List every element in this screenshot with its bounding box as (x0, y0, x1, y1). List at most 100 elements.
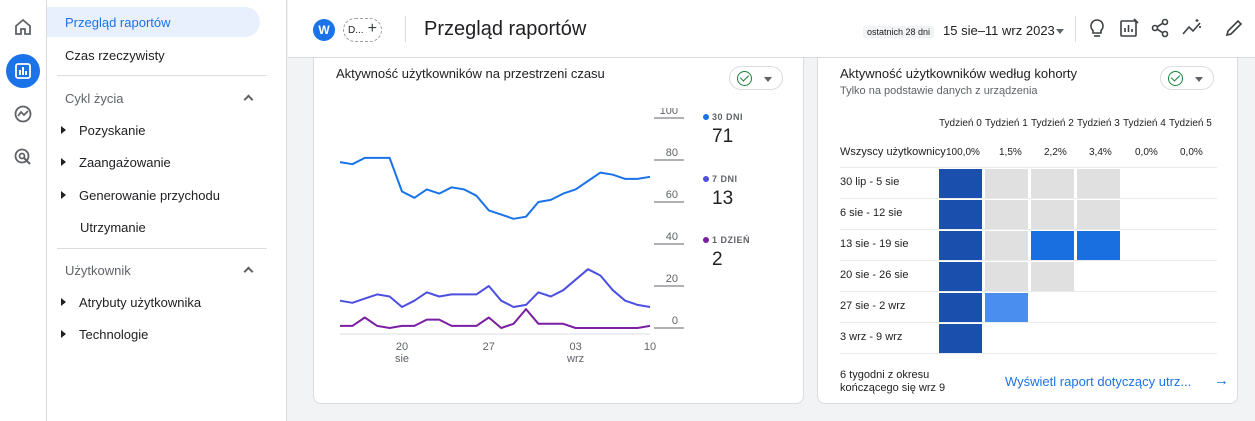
sidebar-item-acquisition[interactable]: Pozyskanie (55, 115, 145, 145)
cohort-col-header: Tydzień 0 (939, 118, 982, 129)
cohort-cell[interactable] (1031, 231, 1074, 260)
view-retention-report-link[interactable]: Wyświetl raport dotyczący utrz... (1005, 374, 1192, 389)
sidebar-item-reports-overview[interactable]: Przegląd raportów (47, 7, 260, 37)
sidebar-item-label: Pozyskanie (79, 122, 146, 138)
chevron-down-icon[interactable] (1056, 29, 1064, 34)
series-line-0 (339, 156, 651, 220)
cohort-row-divider (840, 167, 1217, 168)
sidebar-item-monetization[interactable]: Generowanie przychodu (55, 180, 220, 210)
sidebar-item-label: Utrzymanie (80, 219, 146, 235)
edit-pencil-icon[interactable] (1223, 17, 1245, 39)
reports-icon[interactable] (6, 54, 40, 88)
series-line-1 (339, 268, 651, 308)
sidebar-item-retention[interactable]: Utrzymanie (55, 212, 146, 242)
cohort-cell[interactable] (939, 169, 982, 198)
sidebar-item-realtime[interactable]: Czas rzeczywisty (55, 40, 165, 70)
date-range-label[interactable]: 15 sie–11 wrz 2023 (943, 23, 1055, 38)
expand-arrow-icon (61, 191, 66, 199)
check-circle-icon (1168, 71, 1183, 86)
sidebar-item-label: Technologie (79, 326, 149, 342)
sidebar-divider (57, 248, 267, 249)
y-tick-label: 100 (660, 108, 678, 117)
sidebar-section-label: Użytkownik (65, 262, 131, 278)
y-tick-label: 60 (666, 189, 678, 201)
cohort-col-header: Tydzień 2 (1031, 118, 1074, 129)
y-tick-label: 20 (666, 273, 678, 285)
explore-icon[interactable] (6, 97, 40, 131)
cohort-cell[interactable] (985, 200, 1028, 229)
x-tick-label: 03 (569, 341, 581, 353)
cohort-row-label: 27 sie - 2 wrz (840, 300, 906, 312)
chevron-down-icon (1195, 77, 1203, 82)
legend-value-7d: 13 (712, 188, 734, 209)
avatar[interactable]: W (313, 19, 335, 41)
share-icon[interactable] (1149, 17, 1171, 39)
x-tick-label: 27 (483, 341, 495, 353)
sidebar-section-lifecycle[interactable]: Cykl życia (55, 83, 124, 113)
cohort-row-divider (840, 353, 1217, 354)
cohort-cell[interactable] (985, 231, 1028, 260)
cohort-cell[interactable] (1077, 231, 1120, 260)
cohort-row-label: 6 sie - 12 sie (840, 207, 903, 219)
chevron-up-icon[interactable] (243, 266, 254, 277)
cohort-cell[interactable] (939, 262, 982, 291)
cohort-cell[interactable] (1077, 200, 1120, 229)
customize-report-icon[interactable] (1118, 17, 1140, 39)
date-preset-label[interactable]: ostatnich 28 dni (863, 26, 935, 38)
cohort-row-divider (840, 291, 1217, 292)
cohort-cell[interactable] (985, 293, 1028, 322)
data-quality-chip[interactable] (729, 66, 783, 90)
expand-arrow-icon (61, 330, 66, 338)
check-circle-icon (737, 71, 752, 86)
cohort-cell[interactable] (1031, 200, 1074, 229)
sidebar-item-label: Przegląd raportów (65, 14, 171, 30)
y-tick-label: 40 (666, 231, 678, 243)
cohort-row-divider (840, 260, 1217, 261)
cohort-row-divider (840, 229, 1217, 230)
lightbulb-icon[interactable] (1086, 17, 1108, 39)
cohort-pct: 100,0% (946, 147, 980, 158)
sidebar-item-user-attributes[interactable]: Atrybuty użytkownika (55, 287, 201, 317)
comparison-chip[interactable]: D... + (343, 18, 382, 42)
cohort-pct: 0,0% (1135, 147, 1158, 158)
chevron-up-icon[interactable] (243, 94, 254, 105)
home-icon[interactable] (6, 10, 40, 44)
cohort-cell[interactable] (939, 293, 982, 322)
cohort-cell[interactable] (1031, 169, 1074, 198)
sidebar-item-label: Czas rzeczywisty (65, 47, 165, 63)
expand-arrow-icon (61, 298, 66, 306)
sidebar-item-label: Atrybuty użytkownika (79, 294, 202, 310)
cohort-row-label: 20 sie - 26 sie (840, 269, 909, 281)
legend-value-30d: 71 (712, 126, 734, 147)
x-tick-sublabel: wrz (566, 353, 584, 365)
cohort-cell[interactable] (939, 324, 982, 353)
chip-label: D... (348, 24, 364, 36)
sidebar-item-engagement[interactable]: Zaangażowanie (55, 147, 171, 177)
legend-value-1d: 2 (712, 249, 723, 270)
cohort-cell[interactable] (985, 262, 1028, 291)
sidebar-item-technology[interactable]: Technologie (55, 319, 148, 349)
cohort-cell[interactable] (939, 200, 982, 229)
cohort-cell[interactable] (1031, 262, 1074, 291)
series-line-2 (340, 308, 651, 329)
plus-icon: + (367, 20, 377, 37)
cohort-activity-card: Aktywność użytkowników według kohorty Ty… (817, 58, 1238, 404)
expand-arrow-icon (61, 158, 66, 166)
cohort-col-header: Tydzień 3 (1077, 118, 1120, 129)
data-quality-chip[interactable] (1160, 66, 1214, 90)
cohort-row-divider (840, 322, 1217, 323)
cohort-cell[interactable] (1077, 169, 1120, 198)
insights-icon[interactable] (1181, 17, 1203, 39)
cohort-cell[interactable] (939, 231, 982, 260)
y-tick-label: 80 (666, 147, 678, 159)
cohort-pct: 3,4% (1089, 147, 1112, 158)
cohort-cell[interactable] (985, 169, 1028, 198)
cohort-row-label: 13 sie - 19 sie (840, 238, 909, 250)
arrow-right-icon[interactable]: → (1214, 372, 1229, 389)
cohort-footnote: 6 tygodni z okresu kończącego się wrz 9 (840, 369, 946, 394)
cohort-pct: 0,0% (1180, 147, 1203, 158)
legend-dot-1d (703, 237, 709, 243)
advertising-icon[interactable] (6, 140, 40, 174)
sidebar-section-user[interactable]: Użytkownik (55, 255, 131, 285)
